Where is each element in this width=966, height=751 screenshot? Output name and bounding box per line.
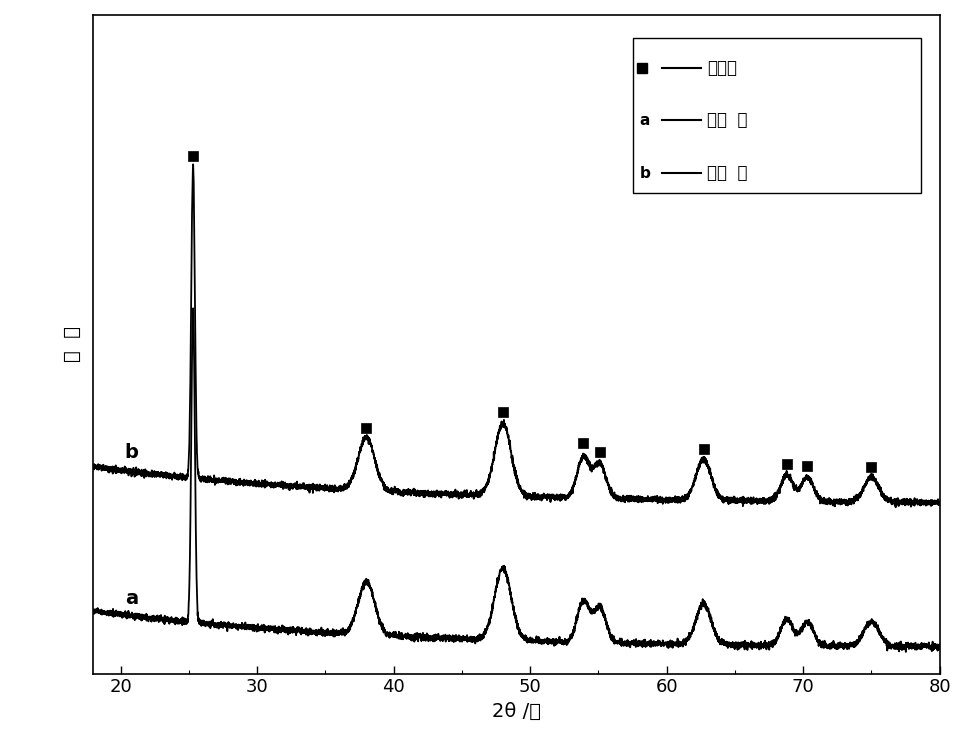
Text: 掺杂  前: 掺杂 前 <box>707 111 748 129</box>
Text: a: a <box>639 113 649 128</box>
Text: b: b <box>639 165 650 180</box>
Bar <box>634 38 921 193</box>
Text: b: b <box>125 443 138 463</box>
Text: a: a <box>125 589 138 608</box>
Text: 掺杂  后: 掺杂 后 <box>707 164 748 182</box>
Text: 锐钛矿: 锐钛矿 <box>707 59 737 77</box>
X-axis label: 2θ /度: 2θ /度 <box>492 702 541 721</box>
Y-axis label: 强  度: 强 度 <box>64 326 82 362</box>
